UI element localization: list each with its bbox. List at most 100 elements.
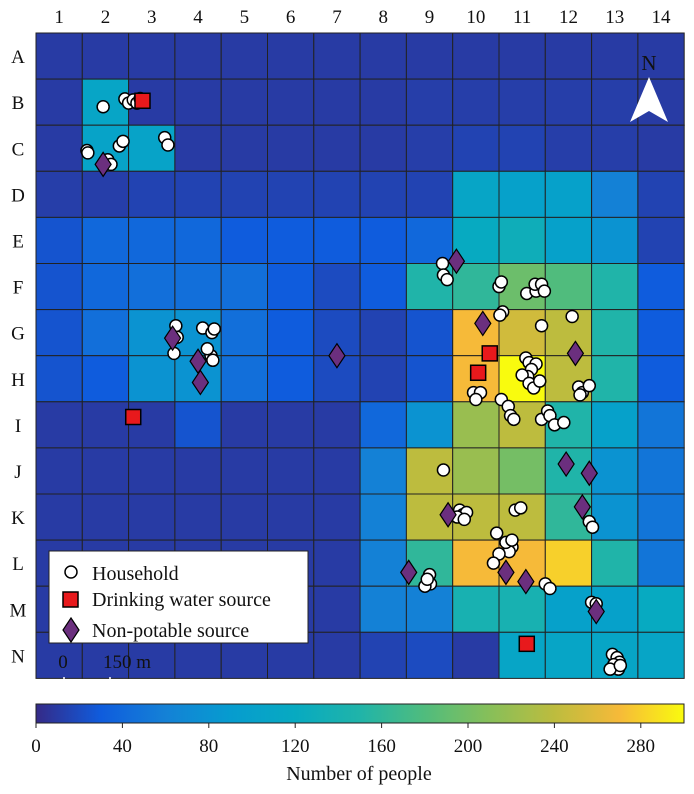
grid-cell <box>359 493 407 541</box>
legend-drinking-label: Drinking water source <box>92 589 271 611</box>
colorbar-tick-label: 280 <box>627 736 656 757</box>
household-marker <box>200 342 215 356</box>
household-marker <box>582 378 597 393</box>
north-arrow-right-half <box>649 77 668 122</box>
column-label: 9 <box>425 7 435 28</box>
grid-cell <box>591 263 639 311</box>
nonpotable-source-marker <box>447 248 466 275</box>
grid-cell <box>267 355 315 403</box>
grid-cell <box>498 124 546 172</box>
nonpotable-source-marker <box>580 460 599 487</box>
grid-cell <box>591 170 639 218</box>
grid-cell <box>498 32 546 80</box>
grid-cell <box>452 631 500 679</box>
grid-cell <box>220 32 268 80</box>
grid-cell <box>591 401 639 449</box>
grid-cell <box>452 32 500 80</box>
grid-cell <box>220 263 268 311</box>
grid-cell <box>35 78 83 126</box>
grid-cell <box>637 309 685 357</box>
scale-bar-line <box>63 677 111 687</box>
grid-cell <box>359 32 407 80</box>
grid-cell <box>267 32 315 80</box>
grid-cell <box>128 216 176 264</box>
grid-cell <box>174 124 222 172</box>
grid-cell <box>35 355 83 403</box>
colorbar-tick-label: 160 <box>367 736 396 757</box>
column-label: 14 <box>652 7 672 28</box>
grid-cell <box>174 170 222 218</box>
grid-cell <box>128 355 176 403</box>
grid-cell <box>591 78 639 126</box>
grid-cell <box>498 78 546 126</box>
nonpotable-source-marker <box>517 568 535 595</box>
grid-cell <box>359 355 407 403</box>
grid-cell <box>544 32 593 80</box>
grid-cell <box>544 263 593 311</box>
column-label: 1 <box>54 7 64 28</box>
grid-cell <box>359 78 407 126</box>
household-marker <box>557 415 571 430</box>
grid-cell <box>313 32 361 80</box>
grid-cell <box>637 170 685 218</box>
household-marker <box>532 374 547 388</box>
colorbar-label: Number of people <box>286 763 432 785</box>
row-label: I <box>15 416 21 437</box>
column-label: 4 <box>193 7 203 28</box>
grid-cell <box>359 401 407 449</box>
grid-cell <box>591 447 639 495</box>
household-marker <box>565 309 579 324</box>
colorbar-ticks: 0 40 80 120 160 200 240 280 <box>31 723 655 757</box>
north-arrow-left-half <box>630 77 649 122</box>
grid-cell <box>452 263 500 311</box>
row-label: B <box>12 93 25 114</box>
grid-cell <box>452 401 500 449</box>
grid-cell <box>81 447 130 495</box>
grid-cell <box>267 78 315 126</box>
grid-cell <box>405 216 454 264</box>
grid-cell <box>313 493 361 541</box>
grid-cell <box>405 32 454 80</box>
grid-cell <box>359 170 407 218</box>
nonpotable-source-marker <box>163 325 182 352</box>
grid-cell <box>591 309 639 357</box>
grid-cell <box>452 78 500 126</box>
grid-cell <box>452 170 500 218</box>
legend-nonpotable-label: Non-potable source <box>92 620 249 642</box>
grid-cell <box>405 78 454 126</box>
household-marker <box>537 284 552 298</box>
column-labels: 1 2 3 4 5 6 7 8 9 10 11 12 13 14 <box>54 7 671 28</box>
grid-cell <box>267 170 315 218</box>
grid-cell <box>81 216 130 264</box>
grid-cell <box>359 124 407 172</box>
grid-cell <box>220 216 268 264</box>
grid-cell <box>637 124 685 172</box>
household-marker <box>96 100 110 114</box>
grid-cell <box>359 216 407 264</box>
household-marker <box>81 146 95 160</box>
colorbar-tick-label: 40 <box>113 736 132 757</box>
grid-cell <box>128 493 176 541</box>
legend-nonpotable-symbol <box>62 616 80 644</box>
scale-bar-length: 150 m <box>103 652 151 673</box>
column-label: 11 <box>513 7 531 28</box>
row-label: K <box>11 508 25 529</box>
row-label: C <box>12 139 25 160</box>
grid-cell <box>220 493 268 541</box>
grid-cell <box>128 309 176 357</box>
nonpotable-source-marker <box>557 450 575 478</box>
grid-cell <box>174 401 222 449</box>
grid-cell <box>637 493 685 541</box>
scale-bar-zero: 0 <box>58 652 68 673</box>
grid-cell <box>313 263 361 311</box>
grid-cell <box>405 585 454 633</box>
household-marker <box>436 463 451 477</box>
grid-cell <box>267 309 315 357</box>
grid-cell <box>220 401 268 449</box>
grid-cell <box>313 78 361 126</box>
grid-cell <box>359 631 407 679</box>
north-arrow-icon: N <box>630 51 668 122</box>
row-label: F <box>13 278 24 299</box>
grid-cell <box>220 309 268 357</box>
grid-cell <box>405 631 454 679</box>
